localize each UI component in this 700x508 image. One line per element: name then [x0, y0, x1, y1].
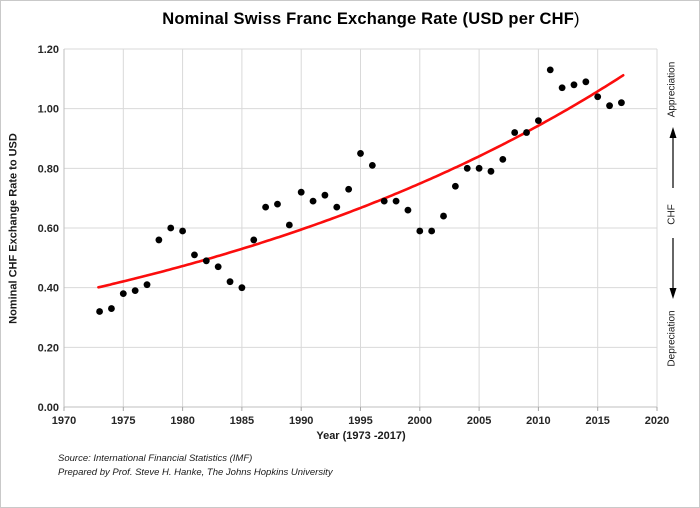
data-point	[570, 81, 578, 89]
appreciation-label: Appreciation	[666, 61, 678, 118]
x-tick-label: 2020	[645, 415, 669, 427]
up-arrowhead-icon	[669, 127, 677, 138]
data-point	[321, 191, 329, 199]
x-tick-label: 1970	[52, 415, 76, 427]
depreciation-label: Depreciation	[666, 310, 678, 367]
data-point	[606, 102, 613, 110]
data-point	[143, 281, 151, 289]
data-point	[380, 197, 388, 205]
x-tick-label: 1995	[348, 415, 372, 427]
data-point	[345, 185, 353, 193]
data-point	[108, 305, 115, 312]
data-point	[499, 155, 507, 163]
trend-line	[97, 74, 625, 289]
data-point	[440, 212, 447, 220]
data-point	[250, 236, 258, 244]
y-tick-label: 0.00	[38, 402, 59, 414]
data-point	[523, 129, 530, 136]
data-point	[558, 84, 566, 92]
data-point	[309, 197, 317, 205]
x-tick-label: 1975	[111, 415, 135, 427]
prepared-note: Prepared by Prof. Steve H. Hanke, The Jo…	[58, 467, 333, 478]
down-arrowhead-icon	[669, 288, 677, 299]
data-point	[119, 290, 127, 298]
data-point	[131, 287, 139, 295]
data-point	[546, 66, 554, 74]
data-point	[262, 203, 270, 211]
data-point	[511, 129, 519, 136]
data-point	[404, 206, 412, 214]
data-point	[368, 161, 376, 169]
data-point	[226, 278, 234, 286]
data-point	[214, 263, 222, 271]
y-tick-label: 1.00	[38, 104, 59, 116]
data-point	[155, 236, 163, 244]
chart-title-text: Nominal Swiss Franc Exchange Rate (USD p…	[162, 10, 574, 28]
data-point	[463, 164, 471, 172]
data-point	[333, 203, 341, 211]
y-tick-label: 0.20	[38, 342, 59, 354]
y-tick-label: 0.60	[38, 223, 59, 235]
x-tick-label: 1980	[170, 415, 194, 427]
data-point	[535, 117, 542, 124]
data-point	[594, 93, 602, 101]
data-point	[285, 221, 293, 229]
data-point	[179, 227, 187, 235]
data-point	[191, 251, 198, 259]
chf-label: CHF	[666, 204, 678, 225]
data-point	[297, 188, 305, 196]
y-tick-label: 0.40	[38, 283, 59, 295]
data-point	[451, 182, 459, 190]
data-point	[428, 227, 436, 235]
source-note: Source: International Financial Statisti…	[58, 453, 253, 464]
x-tick-label: 2005	[467, 415, 491, 427]
data-point	[357, 150, 364, 157]
y-tick-label: 0.80	[38, 163, 59, 175]
chart-title: Nominal Swiss Franc Exchange Rate (USD p…	[41, 10, 699, 29]
y-axis-title: Nominal CHF Exchange Rate to USD	[7, 133, 20, 324]
x-tick-label: 2000	[408, 415, 432, 427]
data-point	[238, 284, 246, 292]
data-point	[475, 164, 483, 172]
y-tick-label: 1.20	[38, 44, 59, 56]
data-point	[582, 78, 590, 86]
data-point	[416, 227, 424, 235]
x-tick-label: 1990	[289, 415, 313, 427]
data-point	[274, 200, 281, 208]
x-axis-title: Year (1973 -2017)	[316, 430, 406, 442]
data-point	[392, 197, 400, 205]
data-point	[618, 99, 625, 107]
data-point	[167, 224, 175, 232]
x-tick-label: 2010	[526, 415, 550, 427]
x-tick-label: 1985	[230, 415, 254, 427]
data-point	[202, 257, 210, 265]
x-tick-label: 2015	[585, 415, 609, 427]
chart-title-paren: )	[574, 10, 580, 28]
data-point	[96, 308, 103, 315]
data-point	[487, 167, 495, 175]
